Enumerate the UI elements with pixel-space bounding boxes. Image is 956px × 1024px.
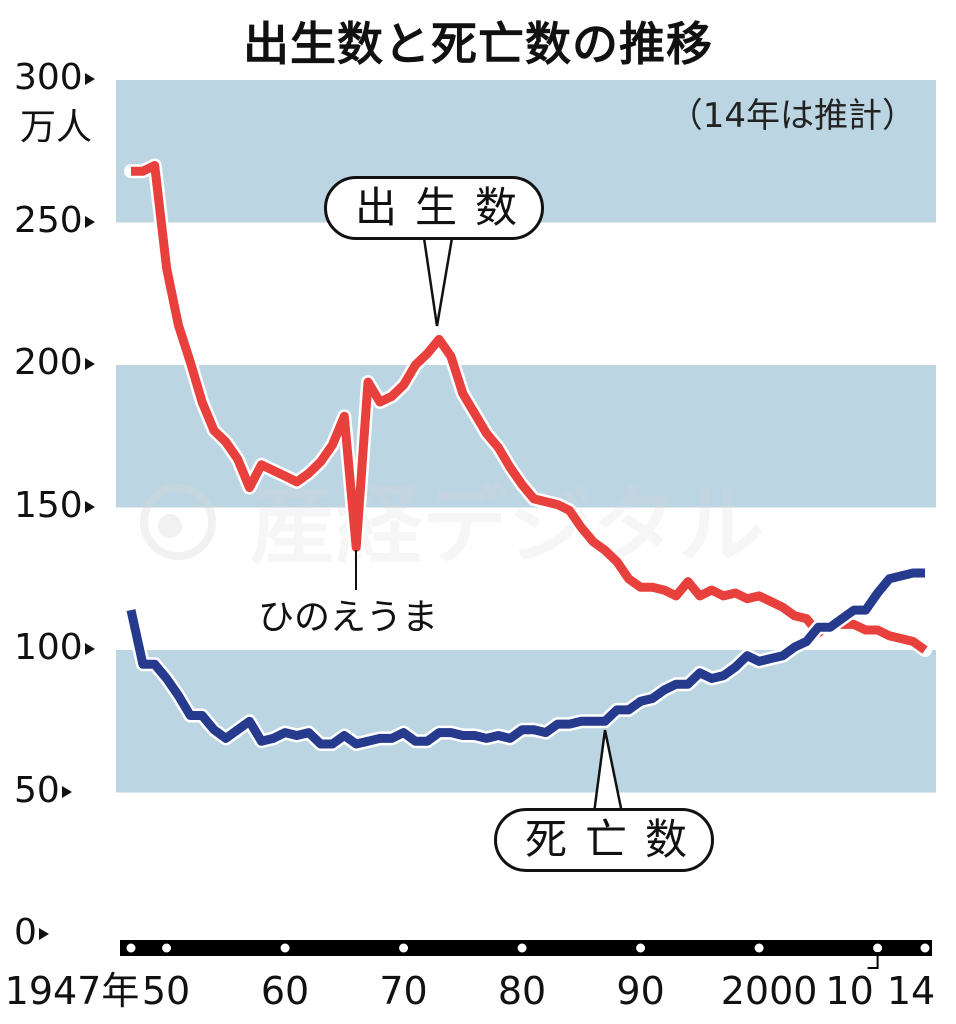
- tick-arrow-icon: [38, 928, 49, 940]
- y-tick-label: 200: [14, 345, 110, 381]
- x-tick-dot: [399, 943, 409, 953]
- x-tick-dot: [754, 943, 764, 953]
- deaths-label-bubble: 死亡数: [494, 808, 715, 873]
- y-axis-unit: 万人: [20, 107, 93, 148]
- deaths-pointer: [592, 729, 624, 814]
- chart-title: 出生数と死亡数の推移: [243, 17, 713, 71]
- x-tick-dot: [517, 943, 527, 953]
- tick-arrow-icon: [84, 215, 95, 228]
- y-tick-label: 100: [14, 630, 110, 666]
- y-tick-text: 100: [14, 627, 83, 668]
- x-tick-dot: [162, 943, 172, 953]
- x-tick-label: 50: [141, 969, 191, 1013]
- y-tick-text: 0: [14, 912, 37, 953]
- tick-arrow-icon: [61, 785, 72, 798]
- x-tick-dot: [920, 943, 930, 953]
- y-tick-text: 150: [14, 484, 83, 526]
- watermark-text: 産経デジタル: [250, 476, 764, 576]
- births-label-bubble: 出生数: [324, 176, 545, 241]
- series-lines: [124, 158, 932, 751]
- y-tick-label: 300: [14, 60, 110, 96]
- x-tick-label: 80: [497, 969, 547, 1013]
- births-label: 出生数: [355, 183, 536, 232]
- tick-arrow-icon: [84, 73, 95, 85]
- x-tick-dot: [126, 943, 136, 953]
- watermark: 産経デジタル: [140, 476, 764, 576]
- estimate-note: （14年は推計）: [668, 96, 916, 136]
- births-pointer: [422, 237, 454, 327]
- deaths-line: [126, 568, 925, 749]
- x-tick-bracket: [867, 952, 879, 969]
- x-tick-dot: [280, 943, 290, 953]
- y-tick-label: 150: [14, 484, 110, 526]
- x-tick-label: 10: [825, 969, 874, 1013]
- x-tick-dot: [636, 943, 646, 953]
- births-line: [131, 161, 928, 654]
- x-tick-dot: [873, 943, 883, 953]
- tick-arrow-icon: [84, 358, 95, 370]
- callout-pointers: [355, 237, 624, 814]
- y-tick-text: 200: [14, 342, 83, 383]
- y-tick-label: 50: [14, 769, 110, 811]
- y-tick-text: 50: [14, 769, 60, 811]
- x-tick-label: 90: [616, 969, 665, 1013]
- y-tick-text: 300: [14, 57, 83, 98]
- grid-bands: [116, 80, 936, 793]
- hinoeuma-label: ひのえうま: [258, 597, 439, 638]
- x-tick-label: 2000: [720, 969, 818, 1013]
- deaths-label: 死亡数: [525, 815, 706, 864]
- x-tick-label: 1947年: [4, 969, 140, 1013]
- x-tick-label: 14: [886, 969, 936, 1013]
- x-axis-bar: [120, 940, 932, 969]
- y-tick-label: 250: [14, 199, 110, 241]
- x-tick-label: 60: [260, 969, 310, 1013]
- x-tick-label: 70: [379, 969, 428, 1013]
- y-tick-text: 250: [14, 199, 83, 241]
- tick-arrow-icon: [84, 500, 95, 513]
- tick-arrow-icon: [84, 643, 95, 655]
- y-tick-label: 0: [14, 915, 110, 951]
